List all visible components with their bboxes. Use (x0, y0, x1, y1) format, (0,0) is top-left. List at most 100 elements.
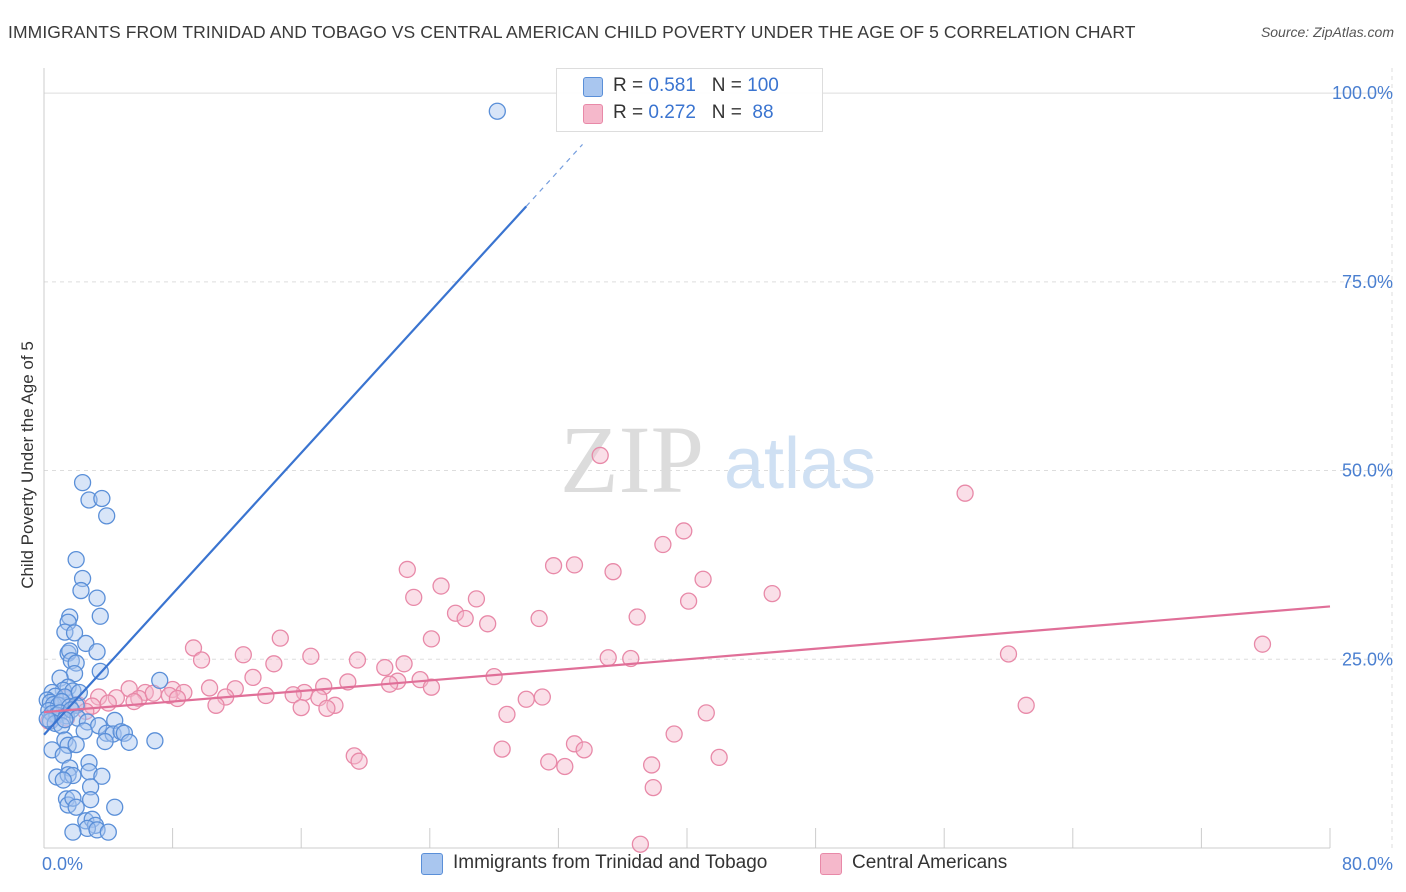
legend-n-value: 88 (747, 102, 774, 123)
central-americans-point (350, 752, 368, 770)
central-americans-point (654, 535, 672, 554)
trinidad-tobago-point (72, 581, 90, 600)
central-americans-point (565, 735, 584, 753)
central-americans-point (432, 577, 450, 595)
central-americans-point (565, 556, 584, 574)
central-americans-point (544, 557, 563, 575)
trinidad-tobago-point (151, 671, 169, 690)
trinidad-tobago-point (75, 722, 93, 740)
trinidad-tobago-point (67, 550, 85, 569)
trinidad-tobago-point (80, 491, 98, 509)
trinidad-tobago-point (81, 791, 100, 809)
central-americans-point (697, 704, 715, 722)
trinidad-tobago-point (93, 767, 111, 785)
trinidad-tobago-point (80, 763, 98, 781)
central-americans-point (398, 560, 416, 579)
legend-swatch-pink (583, 104, 603, 124)
central-americans-point (271, 629, 289, 647)
central-americans-point (493, 740, 511, 758)
trinidad-tobago-point (80, 754, 98, 772)
central-americans-point (257, 686, 275, 705)
trinidad-tobago-point (54, 771, 72, 789)
central-americans-point (694, 570, 712, 588)
trinidad-tobago-point (99, 823, 117, 841)
central-americans-point (318, 699, 336, 717)
y-tick-label: 50.0% (1342, 461, 1393, 481)
central-americans-point (644, 778, 662, 797)
y-tick-label: 25.0% (1342, 649, 1393, 669)
trinidad-tobago-point (88, 589, 106, 607)
central-americans-point (200, 679, 219, 697)
central-americans-point (530, 609, 548, 628)
watermark-atlas: atlas (724, 424, 876, 504)
central-americans-point (599, 649, 617, 667)
central-americans-point (999, 645, 1018, 663)
central-americans-point (376, 658, 394, 677)
trend-lines (43, 144, 1331, 736)
central-americans-point (631, 835, 650, 853)
central-americans-point (1017, 696, 1035, 714)
trinidad-tobago-point (115, 724, 134, 742)
trinidad-tobago-point (56, 711, 74, 729)
trinidad-tobago-point (96, 732, 114, 751)
x-tick-label: 0.0% (42, 854, 83, 874)
legend-r-label: R = (613, 102, 649, 123)
central-americans-point (292, 698, 310, 717)
central-americans-point (540, 753, 558, 771)
central-americans-point (479, 615, 497, 633)
central-americans-point (517, 690, 535, 708)
central-americans-point (763, 584, 781, 603)
central-americans-point (207, 696, 225, 714)
grid-lines (44, 68, 1393, 848)
central-americans-point (498, 705, 516, 724)
central-americans-point (556, 757, 574, 776)
central-americans-point (422, 630, 441, 648)
legend-r-value: 0.272 (648, 102, 696, 123)
trinidad-tobago-point (120, 733, 138, 751)
trinidad-tobago-point (98, 507, 116, 525)
central-americans-point (679, 592, 698, 610)
legend-r-value: 0.581 (648, 75, 696, 96)
bottom-legend-swatch-pink (820, 853, 842, 875)
trinidad-tobago-point (488, 102, 506, 120)
central-americans-point (665, 725, 683, 743)
bottom-legend-label-central: Central Americans (852, 852, 1008, 873)
central-americans-point (575, 741, 593, 759)
central-americans-point (168, 689, 187, 708)
central-americans-point (125, 692, 143, 711)
trinidad-tobago-point (67, 735, 85, 754)
legend-n-label: N = (711, 102, 748, 123)
trinidad-tobago-point (88, 643, 106, 661)
trinidad-trend-line (43, 205, 528, 736)
central-americans-point (533, 688, 551, 706)
central-americans-point (456, 609, 474, 628)
trinidad-tobago-point (81, 778, 100, 796)
trinidad-tobago-point (73, 473, 92, 492)
central-americans-point (395, 655, 413, 673)
central-americans-point (234, 646, 252, 664)
y-tick-label: 75.0% (1342, 272, 1393, 292)
trinidad-tobago-point (78, 713, 97, 731)
central-americans-point (348, 651, 367, 669)
trinidad-tobago-point (67, 798, 85, 816)
central-americans-point (467, 590, 486, 608)
central-americans-point (265, 655, 283, 673)
axes (43, 68, 1331, 849)
legend-swatch-blue (583, 77, 603, 97)
trinidad-tobago-point (65, 624, 84, 642)
central-americans-point (302, 647, 320, 665)
trinidad-tobago-point (64, 789, 82, 807)
central-americans-point (628, 608, 646, 626)
bottom-legend-label-trinidad: Immigrants from Trinidad and Tobago (453, 852, 768, 873)
central-americans-point (244, 668, 262, 687)
central-americans-point (192, 651, 211, 669)
central-americans-point (591, 446, 609, 465)
trinidad-tobago-point (59, 766, 77, 784)
trinidad-tobago-point (146, 732, 164, 750)
stats-legend: R = 0.581 N = 100 R = 0.272 N = 88 (556, 68, 823, 132)
trinidad-tobago-point (56, 731, 74, 749)
central-americans-point (405, 588, 423, 607)
trinidad-tobago-point (93, 489, 111, 508)
x-tick-label: 80.0% (1342, 854, 1393, 874)
trinidad-tobago-point (64, 766, 82, 785)
